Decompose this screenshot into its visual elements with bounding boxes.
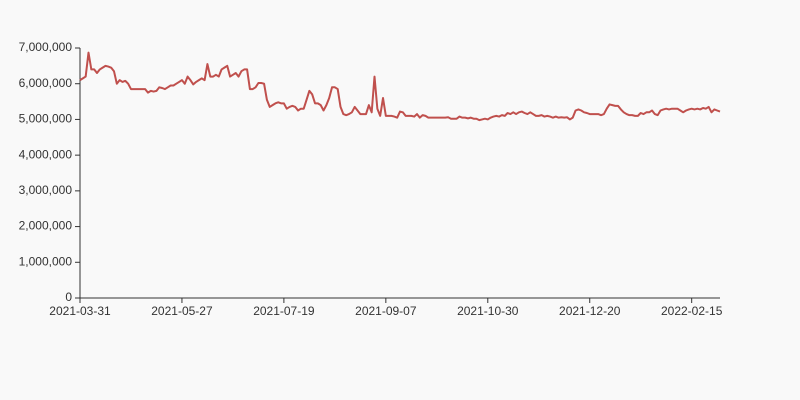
x-tick-label: 2021-10-30 [457, 304, 519, 318]
y-tick-label: 1,000,000 [19, 254, 73, 268]
y-tick-label: 5,000,000 [19, 112, 73, 126]
x-tick-label: 2021-09-07 [355, 304, 417, 318]
line [79, 51, 721, 122]
y-tick-label: 4,000,000 [19, 147, 73, 161]
y-tick-label: 2,000,000 [19, 219, 73, 233]
y-tick-label: 6,000,000 [19, 76, 73, 90]
y-tick-label: 3,000,000 [19, 183, 73, 197]
x-tick-label: 2021-03-31 [49, 304, 111, 318]
x-tick-label: 2021-05-27 [151, 304, 213, 318]
x-tick-label: 2022-02-15 [661, 304, 723, 318]
y-tick-label: 7,000,000 [19, 40, 73, 54]
x-tick-label: 2021-12-20 [559, 304, 621, 318]
x-tick-label: 2021-07-19 [253, 304, 315, 318]
y-tick-label: 0 [65, 290, 72, 304]
